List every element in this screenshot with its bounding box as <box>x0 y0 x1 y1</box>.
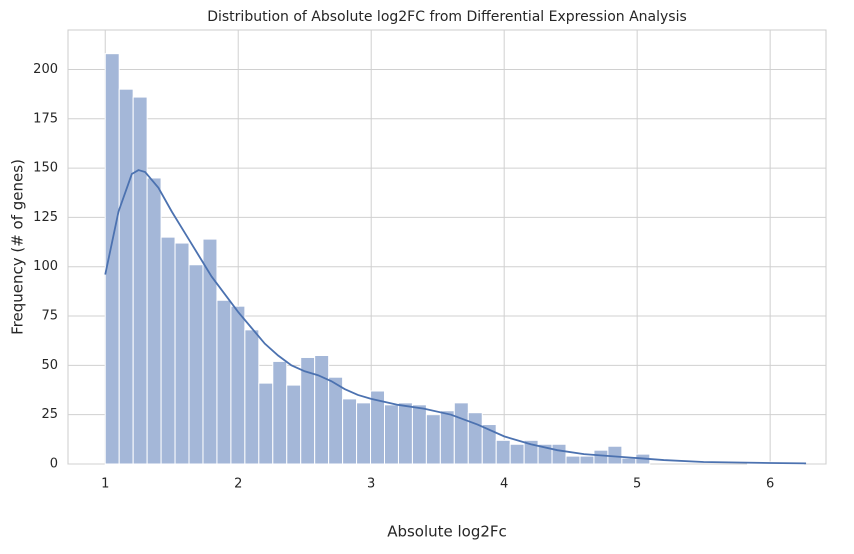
histogram-bar <box>286 384 302 465</box>
histogram-bar <box>342 398 358 465</box>
y-tick-label: 50 <box>41 358 58 373</box>
histogram-bar <box>314 355 330 465</box>
x-tick-label: 6 <box>766 477 774 492</box>
histogram-bar <box>258 382 274 465</box>
histogram-bar <box>397 402 413 465</box>
histogram-bar <box>356 402 372 465</box>
x-tick-label: 5 <box>633 477 641 492</box>
histogram-bar <box>160 236 176 465</box>
y-tick-label: 100 <box>33 259 58 274</box>
histogram-bar <box>453 402 469 465</box>
histogram-bar <box>411 404 427 465</box>
x-tick-label: 3 <box>367 477 375 492</box>
y-tick-label: 25 <box>41 407 58 422</box>
y-tick-label: 150 <box>33 161 58 176</box>
y-tick-label: 0 <box>50 457 58 472</box>
histogram-bar <box>621 457 637 465</box>
histogram-bar <box>146 177 162 465</box>
histogram-bar <box>230 305 246 465</box>
chart-title: Distribution of Absolute log2FC from Dif… <box>207 9 687 25</box>
y-tick-label: 175 <box>33 111 58 126</box>
histogram-bar <box>593 449 609 465</box>
histogram-bar <box>579 455 595 465</box>
histogram-bar <box>607 445 623 465</box>
x-tick-label: 4 <box>500 477 508 492</box>
histogram-bar <box>104 53 120 465</box>
y-tick-label: 200 <box>33 62 58 77</box>
histogram-bar <box>118 88 134 465</box>
histogram-bar <box>439 410 455 465</box>
histogram-bar <box>244 329 260 465</box>
histogram-bar <box>509 443 525 465</box>
histogram-bar <box>495 439 511 465</box>
histogram-bar <box>565 455 581 465</box>
histogram-bar <box>467 412 483 465</box>
y-tick-label: 75 <box>41 309 58 324</box>
x-tick-label: 2 <box>234 477 242 492</box>
histogram-bar <box>425 414 441 465</box>
histogram-bar <box>188 264 204 465</box>
histogram-bar <box>551 443 567 465</box>
histogram-bar <box>132 96 148 465</box>
histogram-bar <box>174 242 190 465</box>
histogram-bar <box>216 299 232 465</box>
histogram-bar <box>328 376 344 465</box>
x-tick-label: 1 <box>101 477 109 492</box>
kde-line <box>104 169 807 465</box>
histogram-bar <box>272 360 288 465</box>
histogram-bar <box>383 404 399 465</box>
y-axis-label: Frequency (# of genes) <box>9 159 27 335</box>
y-tick-label: 125 <box>33 210 58 225</box>
x-axis-label: Absolute log2Fc <box>387 523 507 541</box>
